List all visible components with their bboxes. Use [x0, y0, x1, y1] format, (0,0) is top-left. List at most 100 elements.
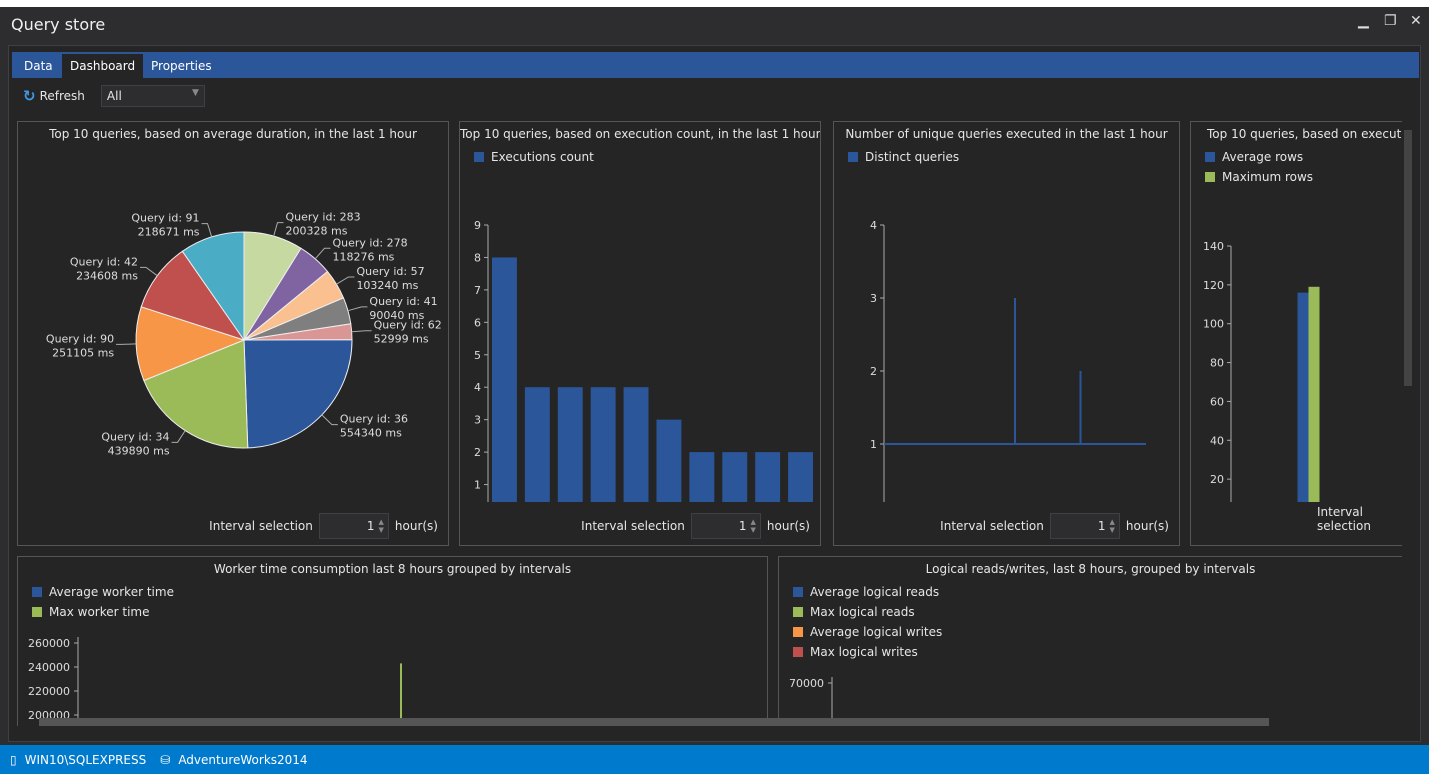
y-tick-label: 40: [1210, 434, 1224, 447]
slice-label: Query id: 41: [369, 295, 437, 308]
refresh-button[interactable]: ↻ Refresh: [23, 87, 85, 105]
stepper-arrows-icon[interactable]: ▲ ▼: [1109, 518, 1115, 534]
y-tick-label: 20: [1210, 473, 1224, 486]
legend-item: Average logical reads: [793, 582, 942, 602]
chart-title: Worker time consumption last 8 hours gro…: [213, 562, 572, 576]
maximize-button[interactable]: ❐: [1384, 13, 1397, 29]
executed-rows-panel: Top 10 queries, based on executed Averag…: [1190, 121, 1402, 546]
leader-line: [171, 430, 186, 443]
database-name: AdventureWorks2014: [178, 752, 308, 767]
legend-swatch: [848, 152, 858, 162]
slice-value: 52999 ms: [374, 333, 429, 346]
legend: Average rows Maximum rows: [1205, 147, 1313, 187]
legend-label: Average rows: [1222, 150, 1304, 164]
legend-item: Average rows: [1205, 147, 1313, 167]
pie-slice: [135, 306, 246, 382]
execution-count-panel: Top 10 queries, based on execution count…: [459, 121, 821, 546]
y-tick-label: 80: [1210, 357, 1224, 370]
legend-label: Max logical reads: [810, 605, 915, 619]
bar: [1308, 286, 1320, 502]
logical-io-panel: Logical reads/writes, last 8 hours, grou…: [778, 556, 1402, 726]
interval-selection: Interval selection 1 ▲ ▼ hour(s): [940, 513, 1169, 539]
pie-slice: [243, 339, 353, 449]
legend-label: Average worker time: [49, 585, 174, 599]
chart-title: Top 10 queries, based on average duratio…: [49, 127, 417, 141]
avg-duration-panel: Top 10 queries, based on average duratio…: [17, 121, 449, 546]
legend-swatch: [32, 587, 42, 597]
legend-swatch: [793, 647, 803, 657]
worker-time-panel: Worker time consumption last 8 hours gro…: [17, 556, 768, 726]
legend: Distinct queries: [848, 147, 959, 167]
interval-selection: Interval selection 1 ▲ ▼ hour(s): [209, 513, 438, 539]
server-name: WIN10\SQLEXPRESS: [24, 752, 147, 767]
leader-line: [314, 247, 331, 260]
interval-stepper[interactable]: 1 ▲ ▼: [690, 513, 761, 539]
horizontal-scrollbar[interactable]: [17, 716, 1412, 728]
unique-queries-chart: 0123411:36:02 AM11:46:43 AM11:50:01 AM: [870, 219, 1146, 502]
y-tick-label: 1: [474, 479, 481, 492]
tab-properties[interactable]: Properties: [151, 59, 212, 73]
stepper-arrows-icon[interactable]: ▲ ▼: [378, 518, 384, 534]
vertical-scrollbar[interactable]: [1402, 118, 1414, 718]
bar: [1297, 292, 1309, 502]
bar: [590, 387, 616, 502]
legend-label: Average logical writes: [810, 625, 943, 639]
y-tick-label: 5: [474, 349, 481, 362]
slice-label: Query id: 62: [374, 319, 442, 332]
legend-swatch: [32, 607, 42, 617]
slice-value: 251105 ms: [52, 346, 114, 359]
leader-line: [351, 330, 372, 333]
close-button[interactable]: ✕: [1410, 13, 1422, 29]
unique-queries-panel: Number of unique queries executed in the…: [833, 121, 1180, 546]
chevron-down-icon: ▼: [191, 88, 199, 98]
y-tick-label: 9: [474, 219, 481, 232]
legend-item: Maximum rows: [1205, 167, 1313, 187]
pie-slice: [140, 250, 246, 341]
y-tick-label: 60: [1210, 395, 1224, 408]
bar: [689, 452, 715, 502]
slice-label: Query id: 90: [46, 332, 114, 345]
interval-stepper[interactable]: 1 ▲ ▼: [318, 513, 389, 539]
minimize-button[interactable]: ▁: [1358, 13, 1369, 29]
y-tick-label: 7: [474, 284, 481, 297]
chart-title: Top 10 queries, based on execution count…: [460, 127, 821, 141]
legend-label: Maximum rows: [1222, 170, 1314, 184]
interval-value: 1: [366, 519, 375, 533]
legend-label: Max worker time: [49, 605, 150, 619]
legend: Average worker time Max worker time: [32, 582, 174, 622]
y-tick-label: 2: [870, 365, 877, 378]
legend-label: Max logical writes: [810, 645, 918, 659]
y-tick-label: 4: [870, 219, 877, 232]
tab-data[interactable]: Data: [24, 59, 53, 73]
slice-value: 103240 ms: [356, 279, 418, 292]
legend-item: Max worker time: [32, 602, 174, 622]
legend-item: Max logical writes: [793, 642, 942, 662]
leader-line: [140, 266, 158, 277]
interval-stepper[interactable]: 1 ▲ ▼: [1049, 513, 1120, 539]
filter-value: All: [106, 89, 122, 103]
y-tick-label: 220000: [28, 685, 70, 698]
interval-unit: hour(s): [766, 519, 810, 533]
slice-value: 554340 ms: [340, 427, 402, 440]
slice-label: Query id: 42: [70, 255, 138, 268]
leader-line: [116, 343, 137, 345]
legend-swatch: [793, 607, 803, 617]
filter-dropdown[interactable]: All ▼: [100, 85, 205, 107]
tab-bar: Data Dashboard Properties: [12, 52, 1419, 78]
stepper-arrows-icon[interactable]: ▲ ▼: [750, 518, 756, 534]
scrollbar-thumb[interactable]: [39, 718, 1269, 726]
y-tick-label: 240000: [28, 661, 70, 674]
interval-value: 1: [738, 519, 747, 533]
tab-dashboard[interactable]: Dashboard: [62, 54, 144, 78]
legend-label: Executions count: [491, 150, 594, 164]
chart-title: Logical reads/writes, last 8 hours, grou…: [925, 562, 1256, 576]
legend-item: Average worker time: [32, 582, 174, 602]
bar: [557, 387, 583, 502]
legend: Executions count: [474, 147, 594, 167]
y-tick-label: 1: [870, 438, 877, 451]
y-tick-label: 4: [474, 381, 481, 394]
interval-label: Interval selection: [209, 519, 313, 533]
scrollbar-thumb[interactable]: [1404, 130, 1412, 386]
interval-label: Interval selection: [1317, 505, 1371, 533]
slice-value: 234608 ms: [76, 269, 138, 282]
